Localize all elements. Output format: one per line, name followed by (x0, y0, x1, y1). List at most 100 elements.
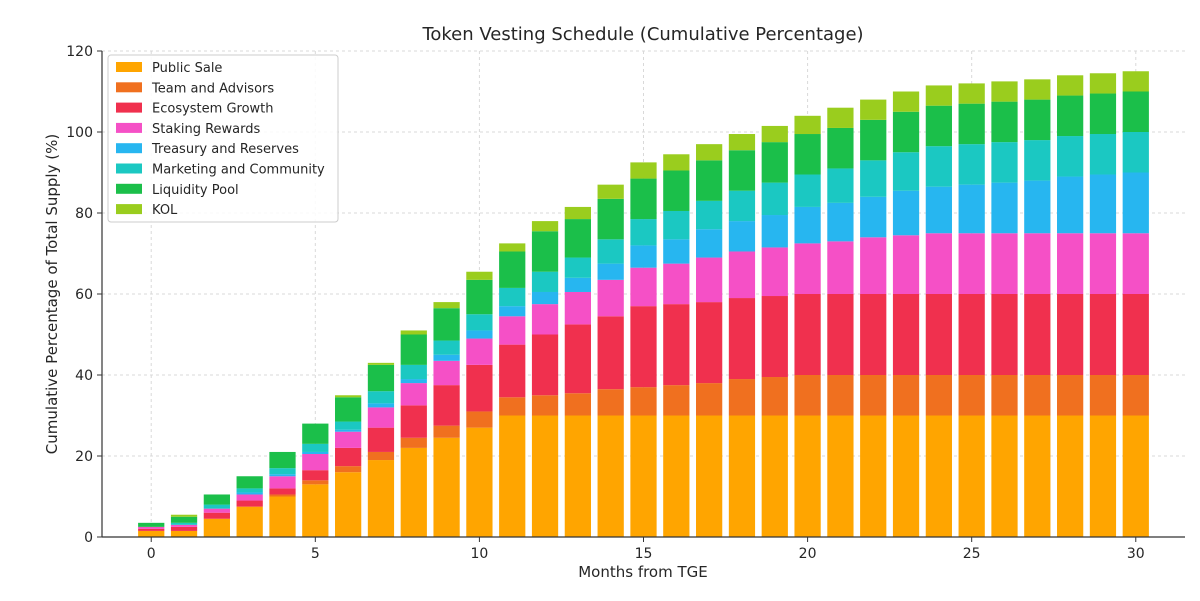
bar-kol-month-9 (433, 302, 460, 309)
bar-treasury-and-reserves-month-25 (958, 184, 985, 234)
y-tick-label: 100 (66, 125, 93, 141)
bar-liquidity-pool-month-17 (696, 160, 723, 201)
bar-team-and-advisors-month-28 (1057, 375, 1084, 416)
bar-kol-month-14 (597, 184, 624, 199)
bar-liquidity-pool-month-29 (1089, 93, 1117, 135)
bar-public-sale-month-21 (827, 415, 854, 537)
bar-public-sale-month-4 (269, 496, 296, 537)
bar-team-and-advisors-month-11 (499, 397, 526, 416)
bar-treasury-and-reserves-month-6 (335, 429, 362, 432)
bar-treasury-and-reserves-month-26 (991, 182, 1018, 234)
x-tick-label: 5 (311, 546, 320, 562)
bar-team-and-advisors-month-15 (630, 387, 657, 416)
bar-marketing-and-community-month-29 (1089, 134, 1117, 175)
bar-treasury-and-reserves-month-24 (925, 186, 952, 234)
bar-marketing-and-community-month-8 (400, 364, 427, 380)
bar-marketing-and-community-month-15 (630, 219, 657, 246)
bar-team-and-advisors-month-20 (794, 375, 821, 416)
bar-kol-month-24 (925, 85, 952, 106)
bar-kol-month-12 (531, 221, 559, 232)
bar-staking-rewards-month-2 (203, 508, 230, 513)
bar-liquidity-pool-month-20 (794, 134, 821, 175)
bar-ecosystem-growth-month-12 (531, 334, 559, 396)
bar-marketing-and-community-month-6 (335, 421, 362, 430)
bar-liquidity-pool-month-0 (138, 522, 165, 527)
bar-liquidity-pool-month-22 (860, 119, 887, 161)
bar-public-sale-month-7 (367, 460, 395, 537)
bar-staking-rewards-month-29 (1089, 233, 1117, 294)
bar-marketing-and-community-month-27 (1024, 140, 1051, 181)
bar-marketing-and-community-month-1 (170, 522, 198, 525)
bar-public-sale-month-3 (236, 506, 263, 538)
bar-staking-rewards-month-19 (761, 247, 788, 297)
bar-ecosystem-growth-month-3 (236, 500, 263, 507)
bar-marketing-and-community-month-16 (663, 210, 690, 240)
bar-staking-rewards-month-28 (1057, 233, 1084, 294)
bar-treasury-and-reserves-month-12 (531, 291, 559, 305)
bar-marketing-and-community-month-24 (925, 146, 952, 187)
legend-swatch-staking-rewards (116, 122, 142, 133)
bar-ecosystem-growth-month-28 (1057, 294, 1084, 375)
bar-kol-month-6 (335, 395, 362, 398)
bar-liquidity-pool-month-21 (827, 127, 854, 169)
bar-kol-month-13 (564, 206, 591, 220)
x-tick-label: 20 (799, 546, 817, 562)
bar-marketing-and-community-month-28 (1057, 136, 1084, 177)
bar-public-sale-month-10 (466, 427, 493, 537)
y-tick-label: 80 (75, 206, 93, 222)
bar-liquidity-pool-month-9 (433, 308, 460, 341)
bar-marketing-and-community-month-5 (302, 443, 329, 452)
x-tick-label: 30 (1127, 546, 1145, 562)
bar-liquidity-pool-month-30 (1122, 91, 1149, 132)
bar-marketing-and-community-month-12 (531, 271, 559, 292)
chart-title: Token Vesting Schedule (Cumulative Perce… (421, 24, 863, 45)
bar-ecosystem-growth-month-5 (302, 470, 329, 481)
bar-liquidity-pool-month-5 (302, 423, 329, 444)
bar-staking-rewards-month-22 (860, 237, 887, 294)
legend-label-team-and-advisors: Team and Advisors (151, 81, 274, 96)
bar-staking-rewards-month-6 (335, 431, 362, 448)
bar-public-sale-month-23 (892, 415, 920, 537)
bar-ecosystem-growth-month-21 (827, 294, 854, 375)
bar-kol-month-21 (827, 107, 854, 128)
bar-liquidity-pool-month-3 (236, 476, 263, 489)
bar-staking-rewards-month-18 (728, 251, 756, 299)
bar-liquidity-pool-month-10 (466, 279, 493, 315)
bar-public-sale-month-25 (958, 415, 985, 537)
bar-public-sale-month-29 (1089, 415, 1117, 537)
x-axis-label: Months from TGE (578, 563, 708, 581)
bar-public-sale-month-9 (433, 437, 460, 537)
bar-kol-month-1 (170, 514, 198, 517)
bar-treasury-and-reserves-month-30 (1122, 172, 1149, 234)
bar-ecosystem-growth-month-10 (466, 364, 493, 412)
bar-team-and-advisors-month-10 (466, 411, 493, 428)
bar-treasury-and-reserves-month-22 (860, 196, 887, 238)
bar-marketing-and-community-month-21 (827, 168, 854, 203)
bar-staking-rewards-month-4 (269, 476, 296, 489)
bar-staking-rewards-month-25 (958, 233, 985, 294)
bar-public-sale-month-15 (630, 415, 657, 537)
bar-liquidity-pool-month-14 (597, 198, 624, 240)
bar-staking-rewards-month-12 (531, 304, 559, 335)
bar-treasury-and-reserves-month-15 (630, 245, 657, 268)
legend-label-staking-rewards: Staking Rewards (152, 122, 260, 137)
bar-treasury-and-reserves-month-17 (696, 229, 723, 258)
bar-kol-month-28 (1057, 75, 1084, 96)
legend-swatch-kol (116, 204, 142, 215)
bar-treasury-and-reserves-month-16 (663, 239, 690, 264)
bar-public-sale-month-0 (138, 530, 165, 537)
bar-kol-month-16 (663, 154, 690, 171)
legend-swatch-treasury-and-reserves (116, 143, 142, 154)
bar-treasury-and-reserves-month-10 (466, 330, 493, 339)
bar-ecosystem-growth-month-4 (269, 488, 296, 495)
bar-liquidity-pool-month-27 (1024, 99, 1051, 141)
bar-treasury-and-reserves-month-5 (302, 451, 329, 454)
bar-marketing-and-community-month-11 (499, 287, 526, 307)
bar-treasury-and-reserves-month-19 (761, 215, 788, 248)
bar-layer (138, 71, 1149, 538)
bar-public-sale-month-18 (728, 415, 756, 537)
bar-ecosystem-growth-month-2 (203, 512, 230, 519)
bar-team-and-advisors-month-25 (958, 375, 985, 416)
bar-kol-month-27 (1024, 79, 1051, 100)
